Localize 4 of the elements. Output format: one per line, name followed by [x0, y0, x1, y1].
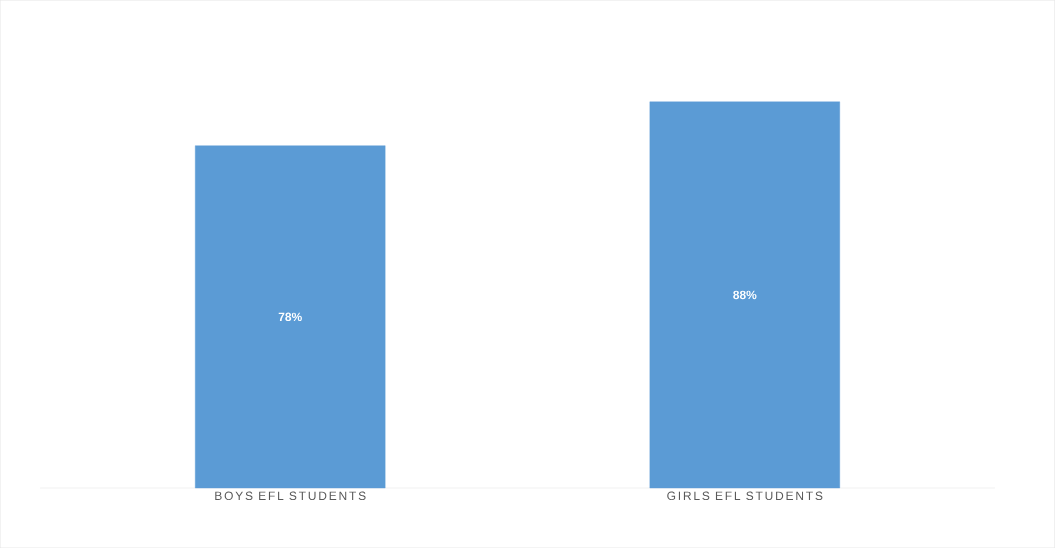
x-tick-label: GIRLS EFL STUDENTS [667, 491, 823, 500]
x-tick-label: BOYS EFL STUDENTS [215, 491, 366, 500]
data-label: 88% [733, 290, 757, 300]
data-label: 78% [278, 312, 302, 321]
